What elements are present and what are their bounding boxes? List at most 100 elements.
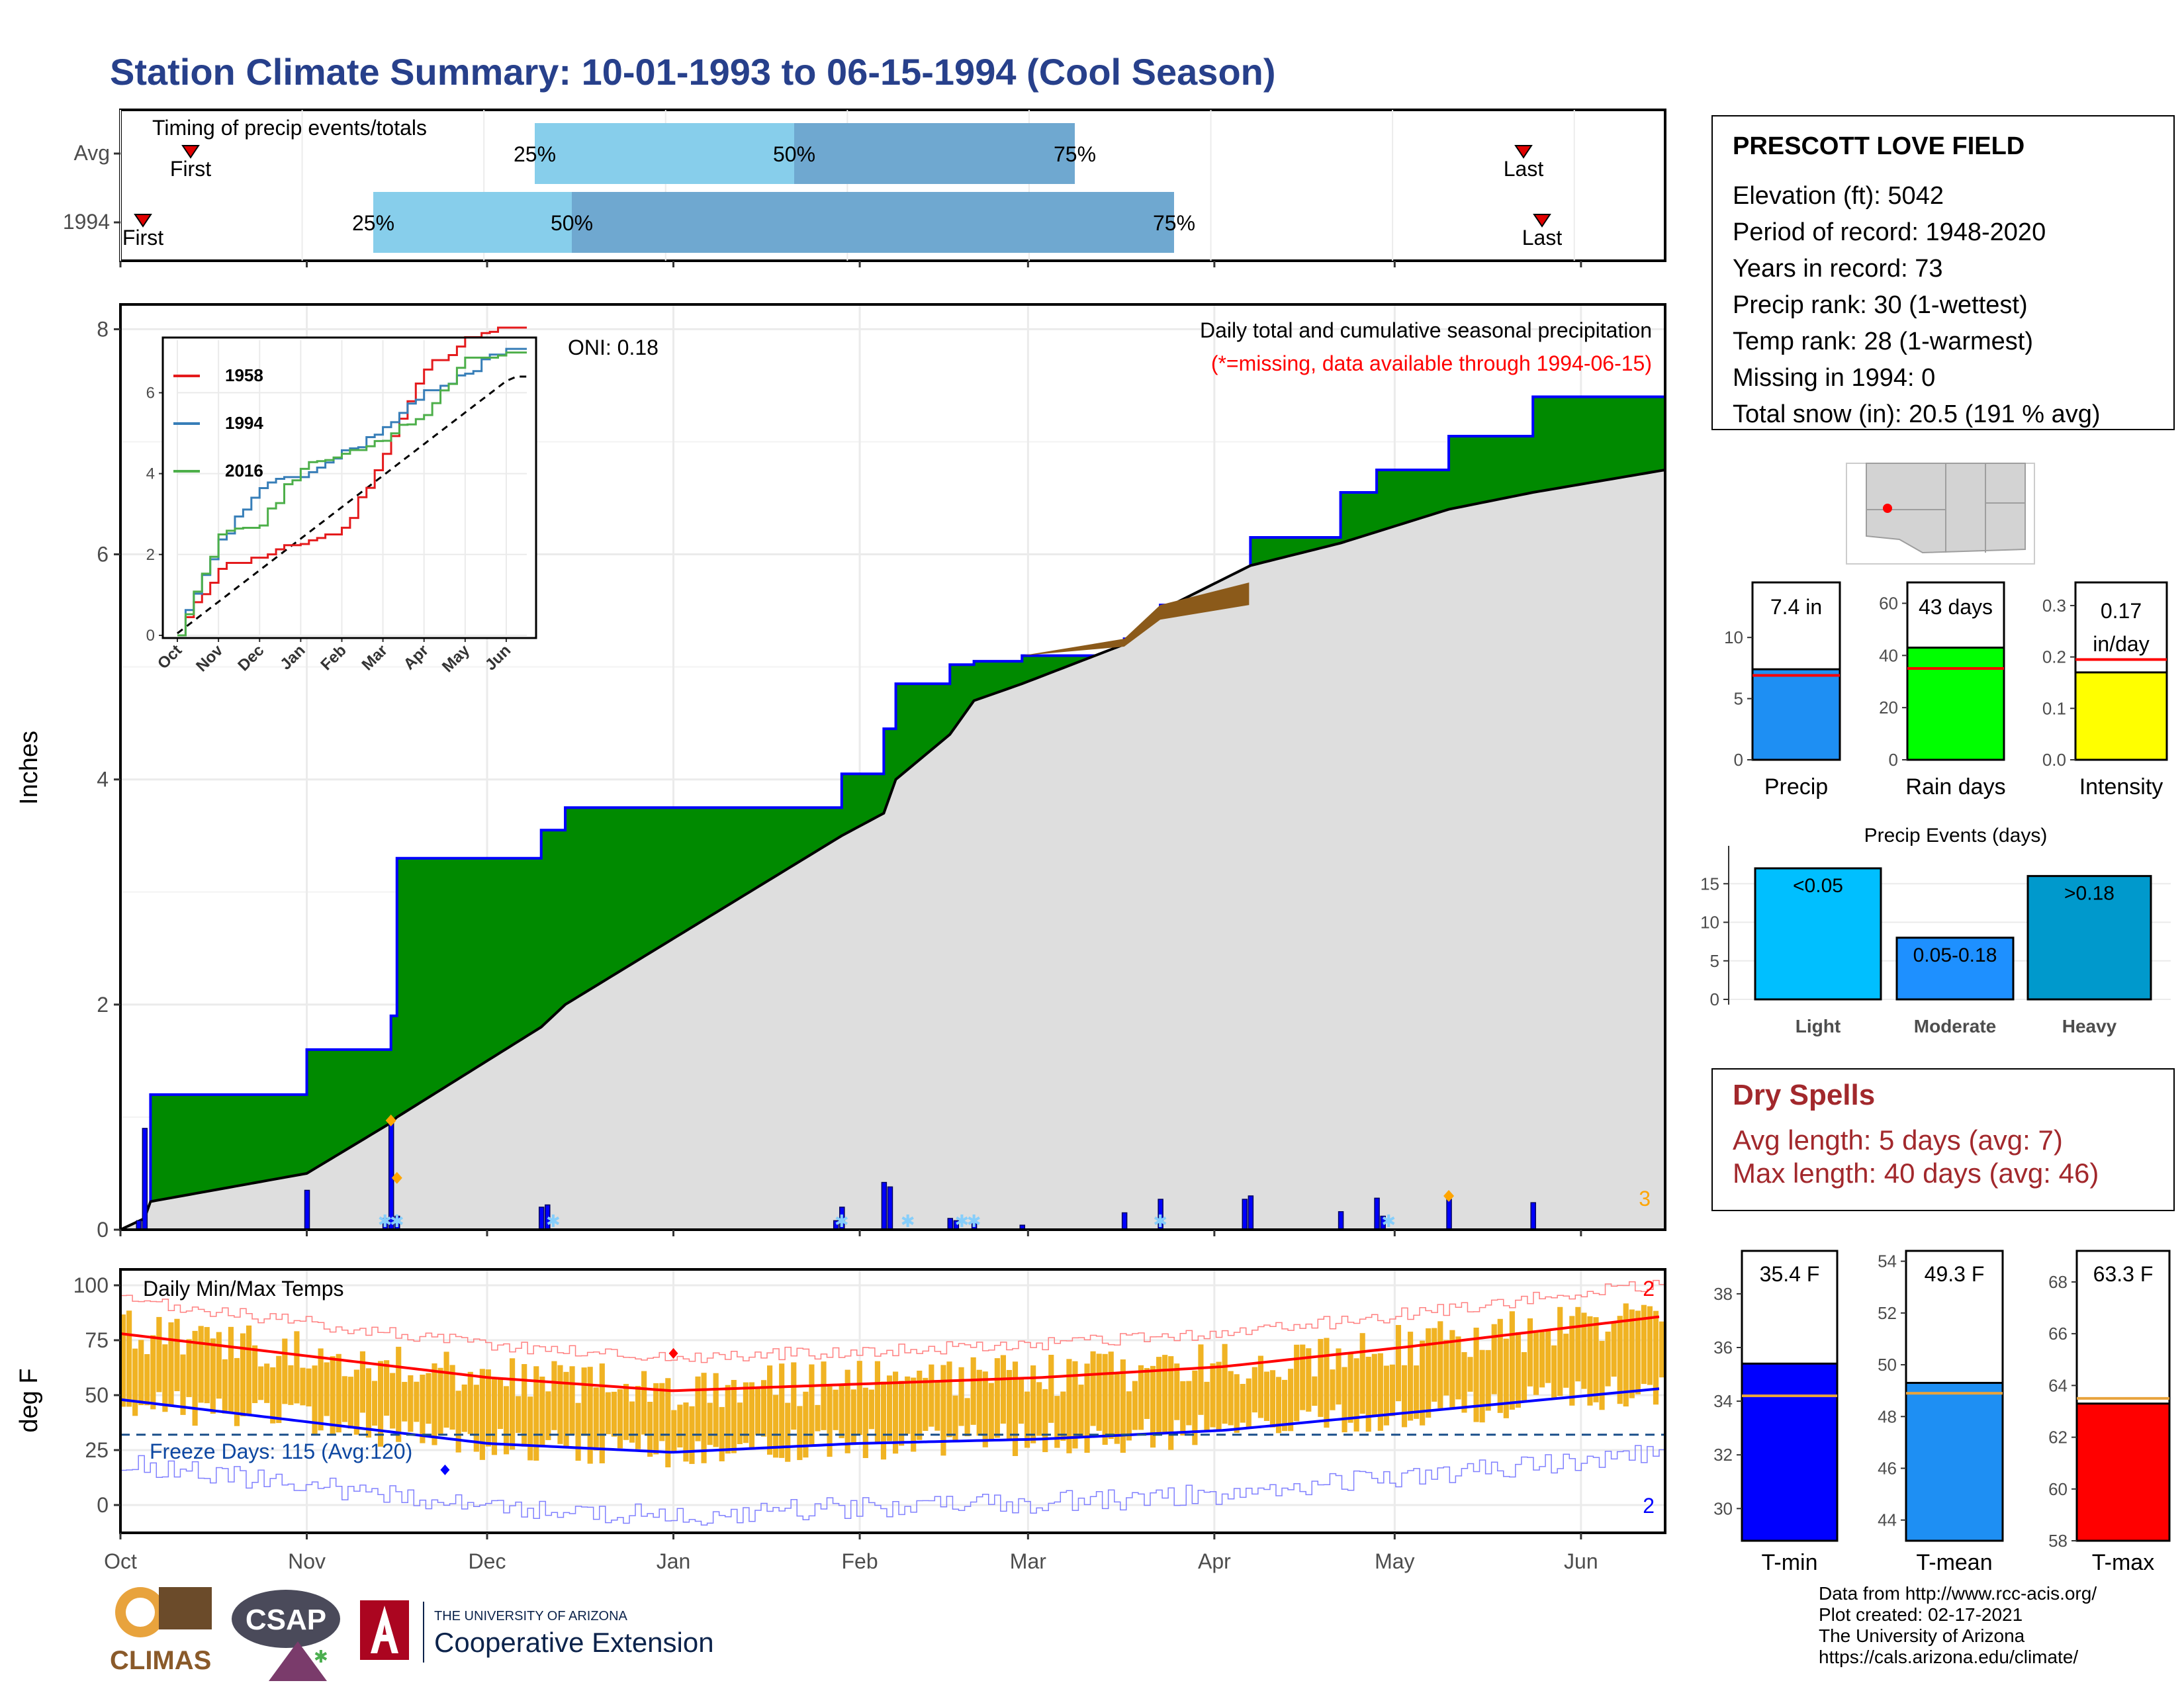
precip-frame <box>119 303 1666 1231</box>
daily-temp-bar <box>1042 1389 1048 1453</box>
station-location-marker <box>1883 504 1892 513</box>
temp-summary-label: 35.4 F <box>1760 1262 1820 1286</box>
daily-temp-bar <box>1198 1344 1204 1415</box>
daily-temp-bar <box>497 1377 504 1430</box>
daily-temp-bar <box>952 1395 958 1441</box>
daily-temp-bar <box>252 1345 258 1403</box>
daily-temp-bar <box>557 1365 563 1444</box>
inset-legend-label: 2016 <box>225 461 263 480</box>
temp-summary-tick-label: 60 <box>2048 1479 2068 1499</box>
daily-temp-bar <box>1426 1328 1432 1418</box>
daily-temp-bar <box>850 1389 856 1445</box>
daily-temp-bar <box>1545 1330 1551 1383</box>
ua-big-text: Cooperative Extension <box>434 1627 714 1658</box>
location-map <box>1846 463 2035 565</box>
summary-y-tick-label: 20 <box>1879 698 1898 717</box>
daily-temp-bar <box>1479 1349 1485 1423</box>
last-event-marker <box>1533 214 1551 228</box>
station-period: Period of record: 1948-2020 <box>1733 218 2046 246</box>
daily-temp-bar <box>1114 1372 1120 1444</box>
snow-marker: ✱ <box>955 1211 970 1231</box>
station-name: PRESCOTT LOVE FIELD <box>1733 132 2025 160</box>
daily-temp-bar <box>1144 1367 1150 1419</box>
daily-precip-bar <box>538 1207 545 1230</box>
daily-temp-bar <box>1569 1316 1575 1406</box>
daily-temp-bar <box>1629 1309 1635 1398</box>
events-bar-label: <0.05 <box>1793 875 1843 897</box>
credit-date: Plot created: 02-17-2021 <box>1819 1604 2023 1625</box>
daily-temp-bar <box>210 1338 216 1414</box>
temp-summary-tick-label: 30 <box>1713 1498 1733 1518</box>
daily-temp-bar <box>1012 1361 1019 1456</box>
temp-summary-tick-label: 44 <box>1878 1510 1897 1530</box>
daily-temp-bar <box>1060 1391 1066 1441</box>
daily-temp-bar <box>473 1385 479 1452</box>
daily-temp-bar <box>617 1389 623 1449</box>
last-event-label: Last <box>1522 226 1563 250</box>
daily-temp-bar <box>353 1369 359 1435</box>
daily-temp-bar <box>760 1380 767 1437</box>
daily-temp-bar <box>1515 1332 1521 1408</box>
daily-temp-bar <box>707 1402 713 1445</box>
map-state-borders <box>1866 463 2025 553</box>
daily-temp-bar <box>150 1335 156 1410</box>
daily-temp-bar <box>880 1381 887 1460</box>
daily-temp-bar <box>946 1361 952 1438</box>
daily-temp-bar <box>659 1383 665 1441</box>
temp-summary-bar-t-mean <box>1905 1381 2004 1542</box>
daily-temp-bar <box>432 1363 437 1445</box>
daily-temp-bar <box>575 1402 581 1461</box>
daily-temp-bar <box>491 1379 498 1455</box>
daily-temp-bar <box>754 1389 761 1436</box>
daily-temp-bar <box>1288 1369 1294 1432</box>
daily-temp-bar <box>1275 1377 1282 1434</box>
daily-temp-bar <box>1432 1328 1437 1402</box>
daily-temp-bar <box>365 1368 372 1438</box>
daily-temp-bar <box>862 1387 868 1459</box>
daily-temp-bar <box>905 1376 911 1434</box>
temp-summary-tick-label: 50 <box>1878 1355 1897 1375</box>
inset-series-1958 <box>177 326 527 637</box>
snow-marker: ✱ <box>390 1211 404 1231</box>
daily-temp-bar <box>228 1326 234 1414</box>
events-y-tick-label: 5 <box>1710 951 1719 971</box>
daily-temp-bar <box>1527 1318 1533 1387</box>
temp-summary-name: T-mean <box>1916 1550 1992 1575</box>
daily-temp-bar <box>874 1361 881 1444</box>
daily-temp-bar <box>647 1402 653 1457</box>
precip-y-tick-label: 2 <box>97 993 109 1017</box>
climas-wordmark: CLIMAS <box>110 1646 211 1675</box>
snow-marker: ✱ <box>1381 1211 1396 1231</box>
daily-temp-bar <box>1324 1338 1330 1428</box>
dry-spells-avg: Avg length: 5 days (avg: 7) <box>1733 1124 2063 1156</box>
first-event-label: First <box>122 226 163 250</box>
daily-temp-bar <box>1036 1382 1042 1436</box>
inset-x-tick-label: Mar <box>359 641 391 674</box>
inset-x-tick-label: Nov <box>193 641 227 676</box>
ua-block-a-letter <box>371 1606 398 1653</box>
timing-row-label: Avg <box>73 141 110 165</box>
oni-label: ONI: 0.18 <box>568 336 659 359</box>
temp-summary-tick-label: 32 <box>1713 1445 1733 1465</box>
daily-temp-bar <box>1473 1327 1479 1422</box>
temp-summary-name: T-max <box>2092 1550 2154 1575</box>
daily-temp-bar <box>1359 1333 1365 1414</box>
daily-precip-bar <box>947 1218 954 1230</box>
month-label: Jun <box>1564 1549 1598 1573</box>
daily-temp-bar <box>234 1357 240 1426</box>
temp-label: Daily Min/Max Temps <box>143 1277 343 1301</box>
daily-temp-bar <box>258 1366 264 1400</box>
daily-temp-bar <box>264 1363 270 1403</box>
daily-temp-bar <box>1126 1391 1132 1441</box>
inset-legend-label: 1994 <box>225 413 263 433</box>
daily-temp-bar <box>749 1382 755 1448</box>
daily-temp-bar <box>1509 1311 1515 1410</box>
temp-frame <box>119 1268 1666 1534</box>
credit-url: https://cals.arizona.edu/climate/ <box>1819 1647 2079 1667</box>
daily-temp-bar <box>341 1376 347 1422</box>
daily-temp-bar <box>1581 1312 1587 1389</box>
daily-temp-bar <box>1078 1385 1084 1438</box>
temp-summary-tick-label: 36 <box>1713 1338 1733 1357</box>
daily-temp-bar <box>1024 1391 1030 1448</box>
record-marker <box>391 1171 402 1184</box>
